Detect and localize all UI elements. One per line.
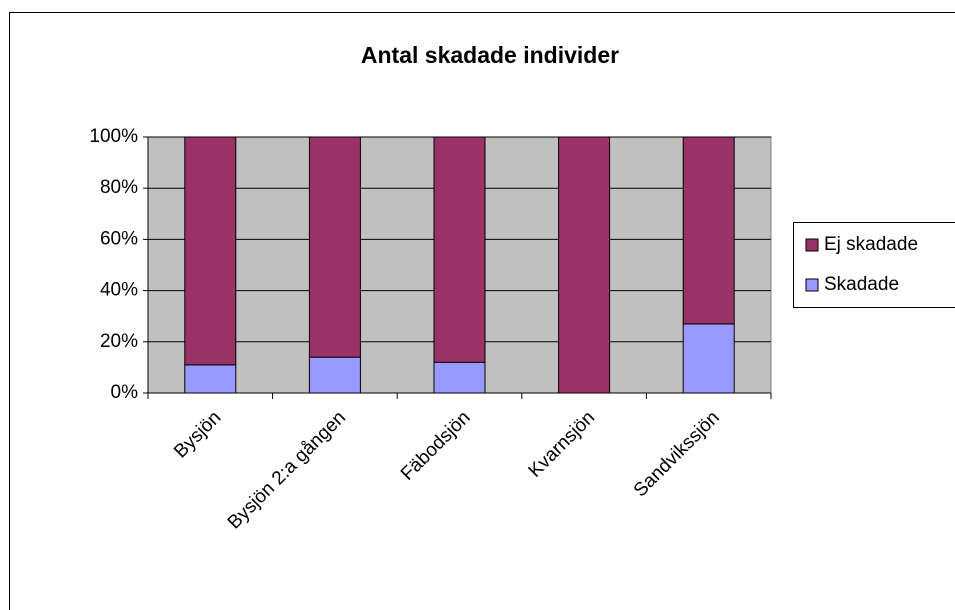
bar-segment [308,356,361,394]
legend-swatch [805,238,819,252]
bar-segment [308,136,361,358]
chart-title: Antal skadade individer [361,42,619,68]
legend-box [793,222,955,308]
y-tick-label: 100% [89,126,138,147]
bar-segment [682,323,735,394]
legend-label: Skadade [824,274,899,295]
y-tick-label: 0% [111,382,139,403]
y-tick-label: 60% [100,228,138,249]
y-tick-label: 80% [100,177,138,198]
bar-segment [558,136,611,394]
bar-segment [682,136,735,325]
bar-segment [433,361,486,394]
bar-segment [433,136,486,363]
bar-segment [184,364,237,394]
legend-swatch [805,278,819,292]
y-tick-label: 40% [100,280,138,301]
legend-label: Ej skadade [824,234,918,255]
y-tick-label: 20% [100,331,138,352]
bar-segment [184,136,237,366]
